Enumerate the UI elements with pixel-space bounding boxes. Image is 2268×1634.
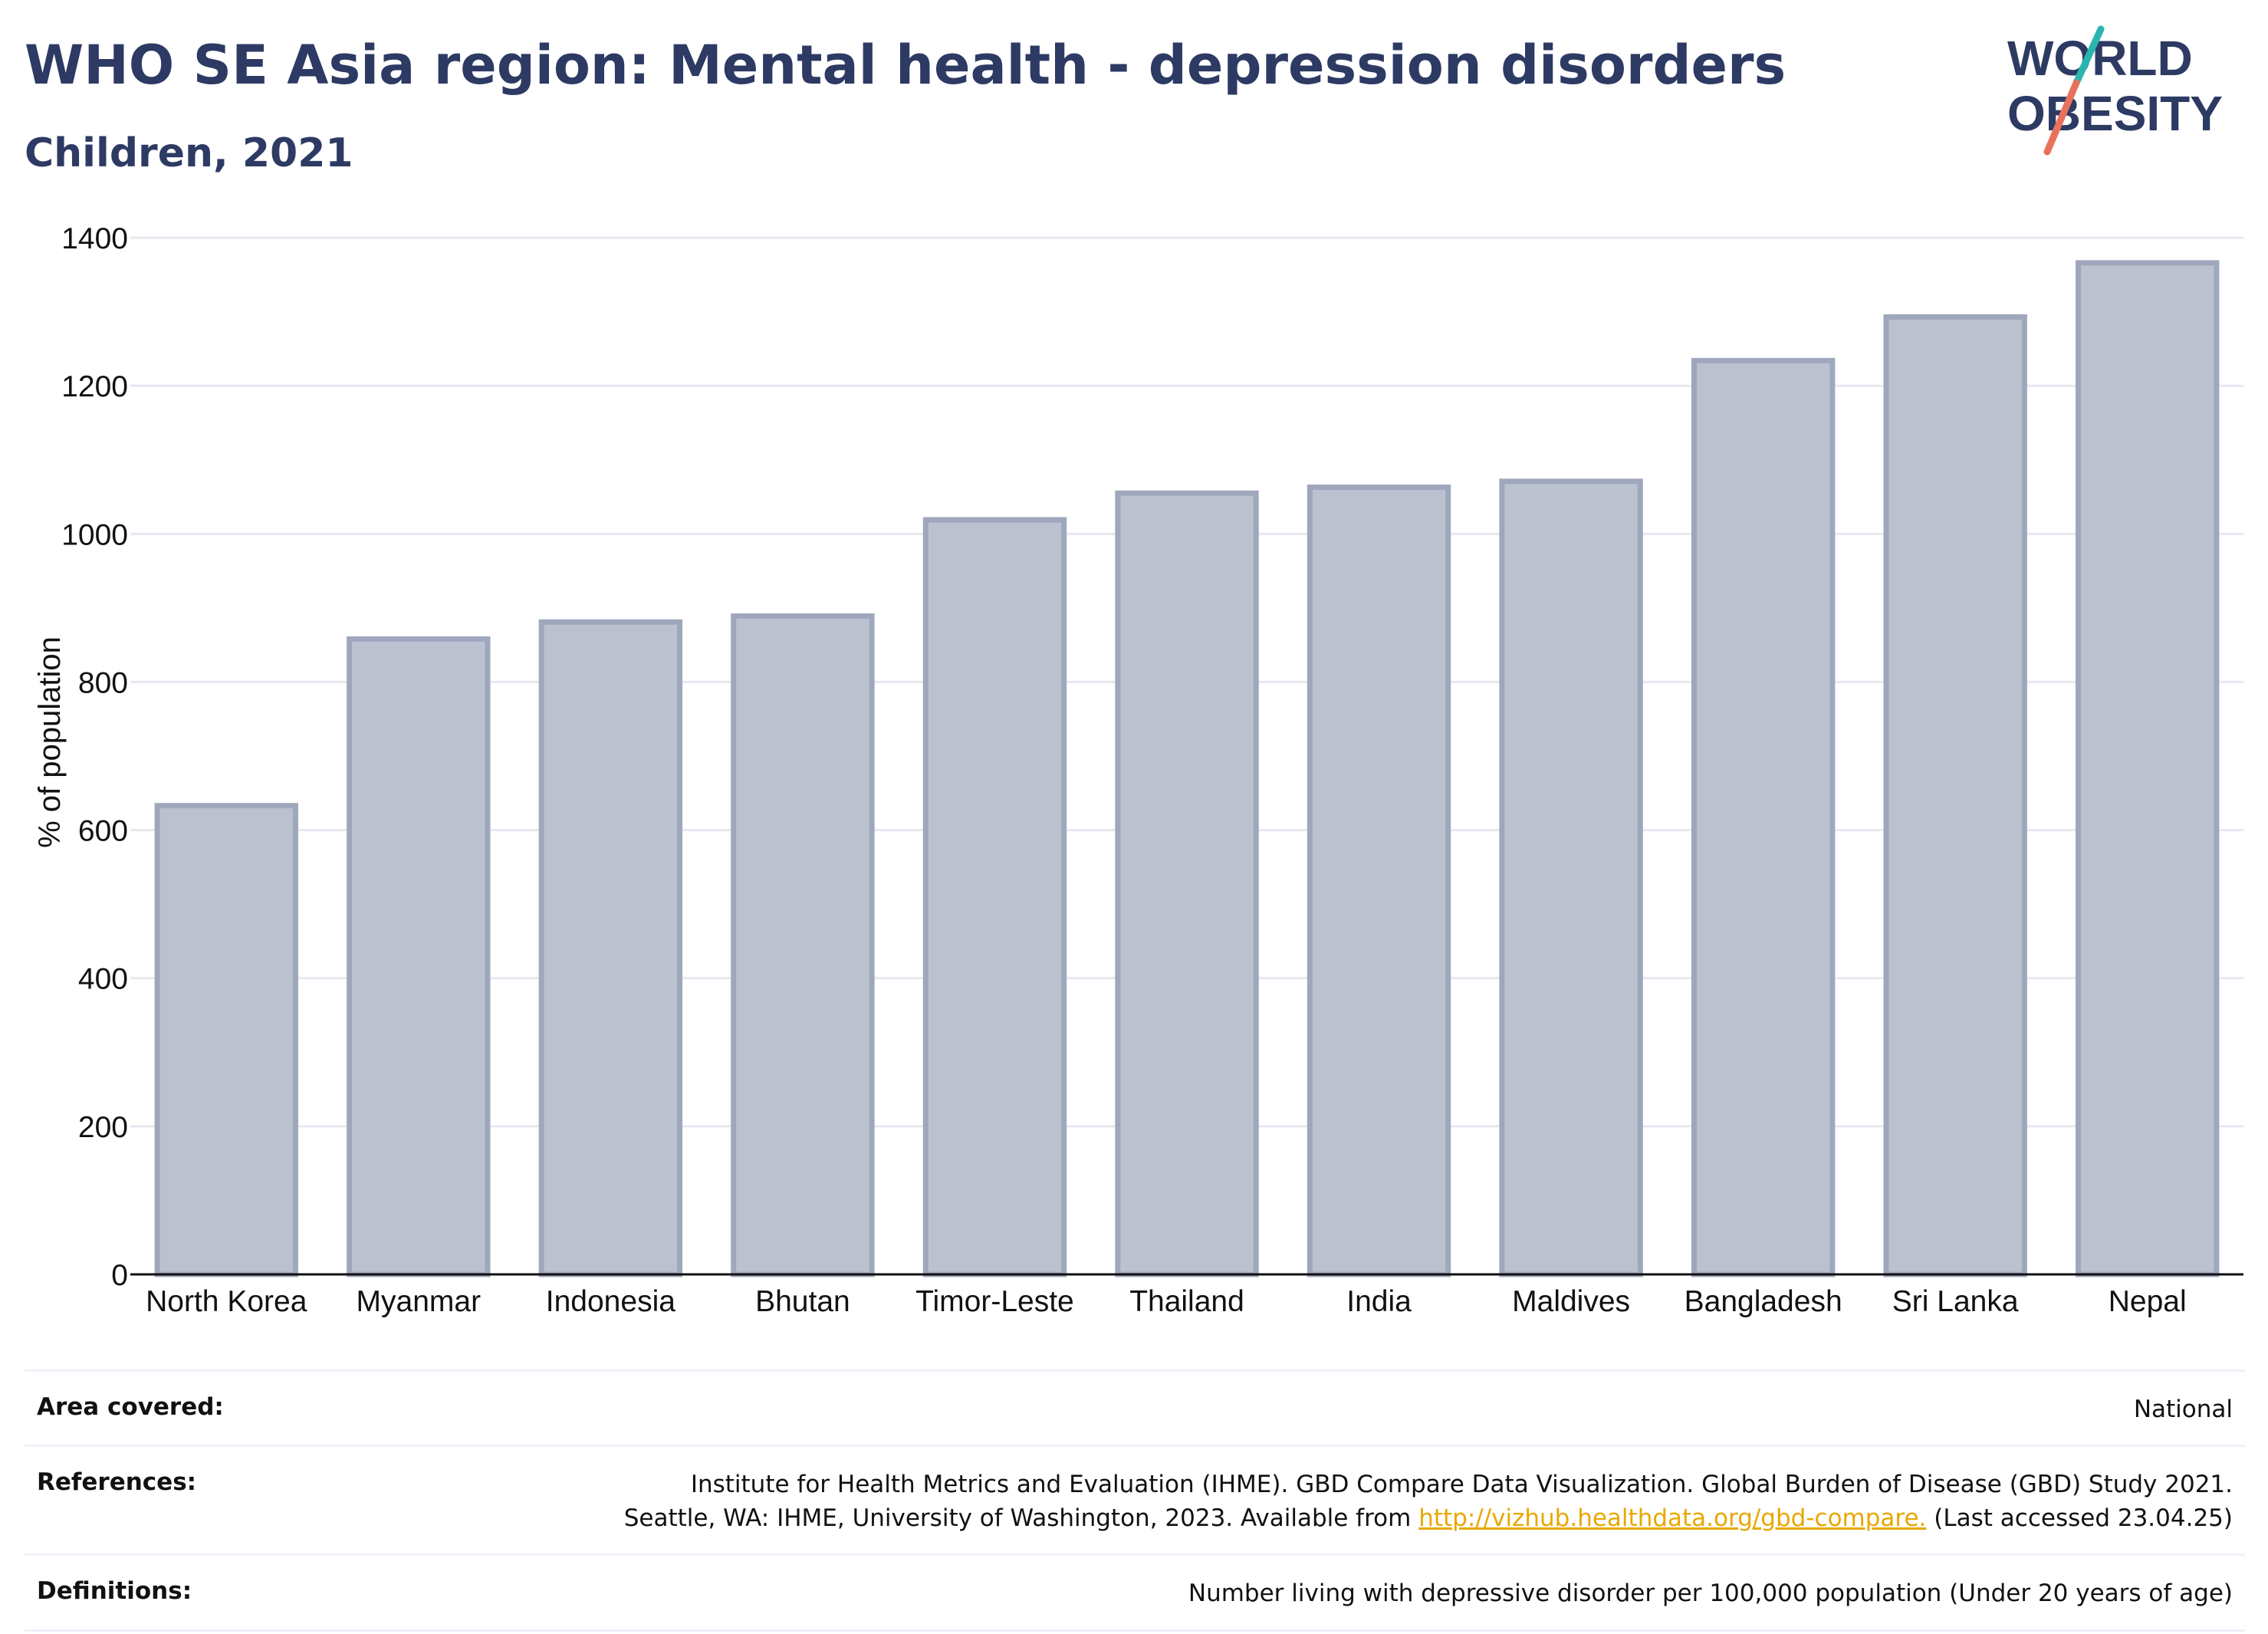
references-line-2-pre: Seattle, WA: IHME, University of Washing… xyxy=(623,1504,1419,1532)
bar-chart: 0 200 400 600 800 1000 1200 1400 North Korea Mya… xyxy=(33,222,2243,1318)
x-tick-label: Maldives xyxy=(1512,1285,1630,1318)
info-row-references: References: Institute for Health Metrics… xyxy=(25,1445,2245,1553)
logo-slash-teal xyxy=(2072,25,2105,87)
chart-title: WHO SE Asia region: Mental health - depr… xyxy=(25,34,1786,97)
x-tick-label: North Korea xyxy=(146,1285,307,1318)
logo-slash-coral xyxy=(2043,79,2080,156)
x-tick-label: India xyxy=(1346,1285,1412,1318)
y-tick-label: 0 xyxy=(111,1259,128,1292)
x-tick-label: Bangladesh xyxy=(1685,1285,1842,1318)
bar xyxy=(922,517,1067,1277)
area-value: National xyxy=(2133,1396,2233,1423)
bars xyxy=(154,260,2220,1277)
x-tick-label: Thailand xyxy=(1129,1285,1244,1318)
definitions-value: Number living with depressive disorder p… xyxy=(1188,1580,2233,1608)
y-tick-label: 1200 xyxy=(61,370,128,403)
y-tick-label: 1400 xyxy=(61,222,128,255)
x-tick-label: Sri Lanka xyxy=(1892,1285,2019,1318)
info-table: Area covered: National References: Insti… xyxy=(25,1369,2245,1632)
bar xyxy=(1115,490,1259,1277)
references-line-1: Institute for Health Metrics and Evaluat… xyxy=(690,1471,2233,1499)
x-tick-labels: North Korea Myanmar Indonesia Bhutan Timor-L… xyxy=(146,1285,2187,1318)
x-tick-label: Myanmar xyxy=(357,1285,482,1318)
x-tick-label: Indonesia xyxy=(546,1285,675,1318)
world-obesity-logo: WORLD OBESITY xyxy=(2007,25,2223,156)
info-row-area: Area covered: National xyxy=(25,1369,2245,1445)
bar xyxy=(538,619,683,1277)
y-tick-label: 1000 xyxy=(61,518,128,551)
bar xyxy=(1307,484,1451,1277)
references-label: References: xyxy=(37,1468,197,1497)
bar xyxy=(731,613,875,1277)
y-tick-label: 200 xyxy=(78,1111,128,1144)
chart-subtitle: Children, 2021 xyxy=(25,130,353,176)
references-value: Institute for Health Metrics and Evaluat… xyxy=(624,1468,2233,1535)
definitions-label: Definitions: xyxy=(37,1577,192,1606)
logo-line-1: WORLD xyxy=(2007,31,2193,86)
bar xyxy=(1499,478,1643,1277)
bar xyxy=(154,803,298,1277)
bar xyxy=(2076,260,2220,1277)
x-tick-label: Nepal xyxy=(2109,1285,2187,1318)
y-axis-label: % of population xyxy=(33,636,67,848)
x-tick-label: Timor-Leste xyxy=(915,1285,1074,1318)
bar xyxy=(1883,314,2027,1277)
info-row-definitions: Definitions: Number living with depressi… xyxy=(25,1553,2245,1632)
bar xyxy=(347,636,491,1277)
logo-line-2: OBESITY xyxy=(2007,86,2223,141)
area-label: Area covered: xyxy=(37,1393,224,1421)
references-link[interactable]: http://vizhub.healthdata.org/gbd-compare… xyxy=(1418,1504,1927,1532)
x-tick-label: Bhutan xyxy=(755,1285,850,1318)
y-tick-labels: 0 200 400 600 800 1000 1200 1400 xyxy=(61,222,128,1292)
y-tick-label: 400 xyxy=(78,963,128,996)
bar xyxy=(1691,357,1836,1277)
y-tick-label: 600 xyxy=(78,815,128,848)
references-line-2-post: (Last accessed 23.04.25) xyxy=(1926,1504,2233,1532)
y-tick-label: 800 xyxy=(78,666,128,699)
